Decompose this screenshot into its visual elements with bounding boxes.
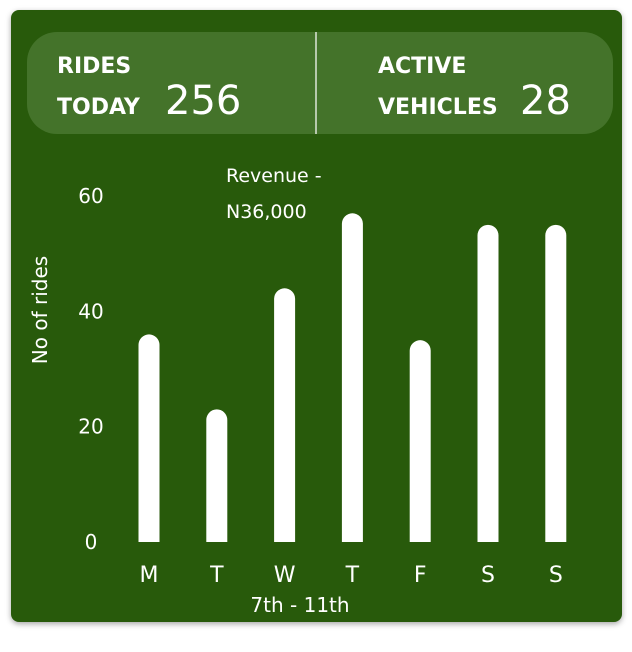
vehicles-label-line1: ACTIVE xyxy=(378,54,467,79)
revenue-annotation-line1: Revenue - xyxy=(226,165,322,187)
bar-3 xyxy=(341,213,363,542)
y-tick-label: 0 xyxy=(85,530,98,554)
bar-4 xyxy=(409,340,431,542)
active-vehicles-value: 28 xyxy=(520,78,571,124)
y-tick-label: 20 xyxy=(78,415,103,439)
stats-panel: RIDES TODAY 256 ACTIVE VEHICLES 28 xyxy=(27,32,613,134)
x-tick-label: T xyxy=(209,563,224,588)
x-tick-label: S xyxy=(549,563,563,588)
rides-today-value: 256 xyxy=(165,78,242,124)
bar-2 xyxy=(274,288,296,542)
x-tick-label: T xyxy=(345,563,360,588)
x-tick-label: F xyxy=(414,563,427,588)
revenue-annotation-line2: N36,000 xyxy=(226,201,307,223)
x-tick-label: S xyxy=(481,563,495,588)
y-tick-label: 60 xyxy=(78,184,103,208)
bar-6 xyxy=(545,224,567,542)
dashboard-card: RIDES TODAY 256 ACTIVE VEHICLES 28 xyxy=(11,10,622,622)
bar-1 xyxy=(206,409,228,542)
vehicles-label-line2: VEHICLES xyxy=(378,95,498,120)
y-axis-label: No of rides xyxy=(28,256,52,364)
x-axis-label: 7th - 11th xyxy=(250,593,349,617)
x-tick-label: W xyxy=(274,563,296,588)
bar-5 xyxy=(477,224,499,542)
stats-divider xyxy=(315,32,317,134)
active-vehicles-stat: ACTIVE VEHICLES 28 xyxy=(378,32,608,134)
rides-label-line1: RIDES xyxy=(57,54,132,79)
rides-label-line2: TODAY xyxy=(57,95,140,120)
bar-0 xyxy=(138,334,160,542)
y-tick-label: 40 xyxy=(78,299,103,323)
rides-today-stat: RIDES TODAY 256 xyxy=(57,32,307,134)
x-tick-label: M xyxy=(140,563,159,588)
